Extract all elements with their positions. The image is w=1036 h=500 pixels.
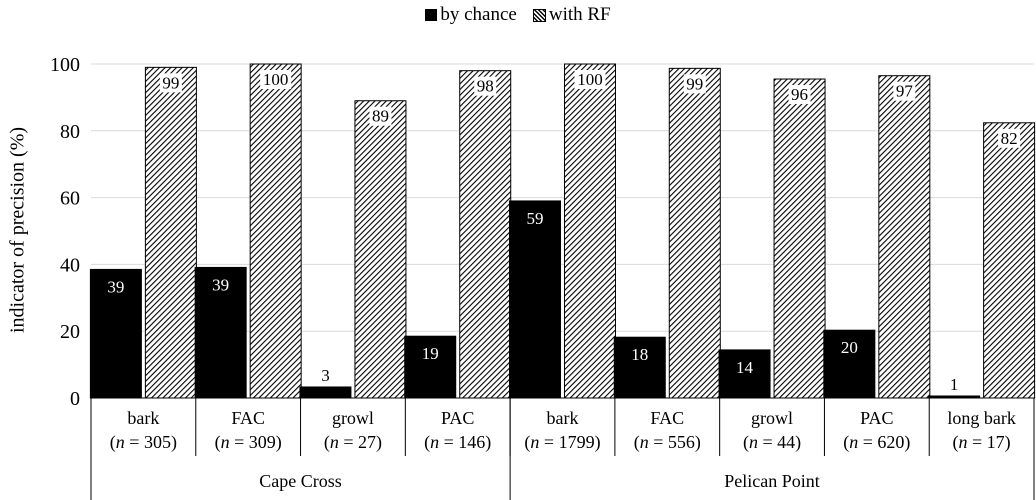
- data-label-with-rf: 82: [1001, 129, 1018, 148]
- data-label-with-rf: 100: [577, 70, 603, 89]
- category-n-label: (n = 17): [953, 432, 1011, 453]
- data-label-by-chance: 20: [841, 338, 858, 357]
- data-label-by-chance: 19: [422, 344, 439, 363]
- legend-item-with-rf: with RF: [532, 4, 611, 26]
- category-label: FAC: [650, 408, 684, 428]
- bar-by-chance: [194, 266, 247, 399]
- category-label: long bark: [947, 408, 1015, 428]
- bar-with-rf: [773, 78, 826, 399]
- category-label: PAC: [441, 408, 474, 428]
- legend-swatch-solid: [425, 9, 438, 21]
- data-label-by-chance: 3: [321, 366, 330, 385]
- data-label-by-chance: 59: [527, 209, 544, 228]
- bar-by-chance: [89, 268, 142, 399]
- data-label-bg-with-rf: [998, 128, 1021, 148]
- category-label: growl: [332, 408, 374, 428]
- bar-by-chance: [613, 336, 666, 399]
- y-tick-label: 80: [60, 121, 80, 143]
- data-label-bg-with-rf: [683, 74, 706, 94]
- bar-with-rf: [144, 66, 197, 399]
- data-label-by-chance: 18: [631, 345, 648, 364]
- data-label-by-chance: 39: [107, 277, 124, 296]
- category-n-label: (n = 44): [743, 432, 801, 453]
- data-label-bg-with-rf: [474, 76, 497, 96]
- legend-swatch-hatched: [532, 8, 546, 22]
- category-label: FAC: [231, 408, 265, 428]
- category-n-label: (n = 27): [324, 432, 382, 453]
- legend-item-by-chance: by chance: [425, 4, 517, 26]
- data-label-with-rf: 89: [372, 107, 389, 126]
- bar-with-rf: [983, 122, 1036, 399]
- category-n-label: (n = 1799): [524, 432, 600, 453]
- bar-by-chance: [299, 386, 352, 399]
- legend: by chance with RF: [0, 4, 1036, 26]
- data-label-with-rf: 98: [477, 77, 494, 96]
- category-n-label: (n = 620): [843, 432, 910, 453]
- y-tick-label: 100: [50, 54, 80, 76]
- y-tick-label: 0: [70, 388, 80, 410]
- category-n-label: (n = 309): [215, 432, 282, 453]
- category-label: bark: [127, 408, 159, 428]
- data-label-by-chance: 14: [736, 358, 754, 377]
- category-n-label: (n = 556): [634, 432, 701, 453]
- data-label-bg-with-rf: [574, 70, 606, 89]
- legend-label-by-chance: by chance: [440, 4, 517, 25]
- bar-with-rf: [459, 70, 512, 399]
- data-label-with-rf: 99: [686, 74, 703, 93]
- data-label-bg-with-rf: [788, 85, 811, 105]
- data-label-bg-with-rf: [159, 73, 182, 93]
- category-label: bark: [547, 408, 579, 428]
- data-label-with-rf: 100: [263, 70, 289, 89]
- y-tick-label: 60: [60, 188, 80, 210]
- bar-with-rf: [878, 75, 931, 399]
- y-tick-label: 40: [60, 254, 80, 276]
- category-label: growl: [751, 408, 793, 428]
- data-label-with-rf: 97: [896, 82, 914, 101]
- group-label: Pelican Point: [724, 471, 820, 491]
- data-label-bg-with-rf: [893, 81, 916, 101]
- bar-with-rf: [564, 63, 616, 399]
- data-label-by-chance: 39: [212, 275, 229, 294]
- legend-label-with-rf: with RF: [548, 4, 611, 25]
- bar-by-chance: [404, 335, 457, 399]
- y-tick-label: 20: [60, 321, 80, 343]
- group-label: Cape Cross: [259, 471, 342, 491]
- bar-by-chance: [509, 200, 561, 399]
- category-n-label: (n = 146): [424, 432, 491, 453]
- data-label-by-chance: 1: [950, 375, 959, 394]
- data-label-bg-with-rf: [260, 70, 292, 89]
- data-label-bg-with-rf: [369, 106, 392, 126]
- data-label-with-rf: 99: [162, 73, 179, 92]
- bar-with-rf: [354, 100, 407, 399]
- data-label-with-rf: 96: [791, 85, 808, 104]
- category-n-label: (n = 305): [110, 432, 177, 453]
- bar-with-rf: [249, 63, 302, 399]
- category-label: PAC: [860, 408, 893, 428]
- bar-with-rf: [668, 67, 721, 399]
